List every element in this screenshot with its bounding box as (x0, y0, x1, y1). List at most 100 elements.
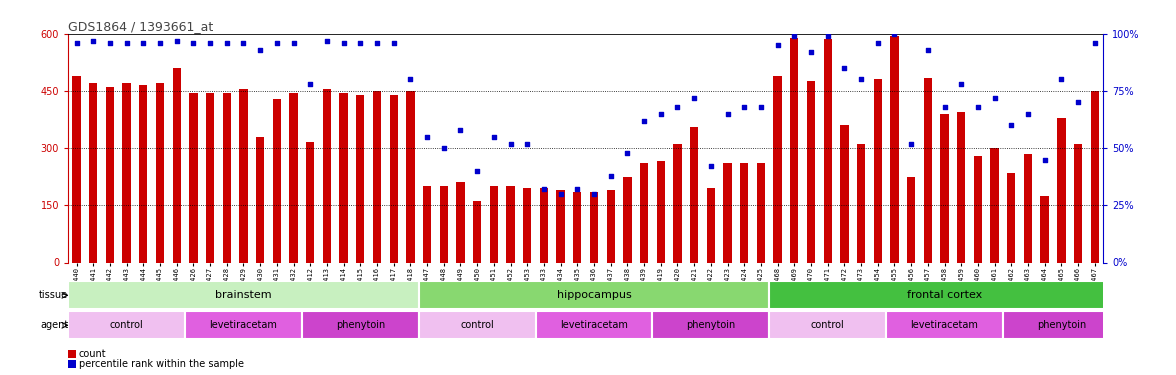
Point (684, 95, 703, 101)
Bar (1024, 154, 1033, 262)
Bar (769, 281, 1120, 309)
Bar (306, 142, 314, 262)
Bar (139, 85, 147, 262)
Point (401, 76, 420, 82)
Bar (273, 99, 281, 262)
Text: brainstem: brainstem (215, 290, 272, 300)
Bar (406, 91, 415, 262)
Point (735, 104, 754, 110)
Point (468, 168, 487, 174)
Point (250, 47, 269, 53)
Point (851, 76, 870, 82)
Bar (356, 95, 365, 262)
Bar (222, 93, 230, 262)
Bar (623, 177, 632, 262)
Text: levetiracetam: levetiracetam (560, 320, 628, 330)
Bar (523, 188, 532, 262)
Point (668, 104, 687, 110)
Point (501, 141, 520, 147)
Bar (690, 127, 699, 262)
Point (485, 134, 503, 140)
Text: phenytoin: phenytoin (335, 320, 385, 330)
Bar (373, 91, 381, 262)
Bar (923, 78, 933, 262)
Point (935, 104, 954, 110)
Bar (857, 144, 866, 262)
Bar (1074, 144, 1082, 262)
Bar (419, 311, 535, 339)
Bar (389, 95, 397, 262)
Point (151, 40, 169, 46)
Point (434, 145, 453, 151)
Bar (556, 190, 564, 262)
Point (218, 40, 236, 46)
Bar (573, 192, 581, 262)
Point (201, 40, 220, 46)
Point (535, 186, 554, 192)
Point (385, 40, 403, 46)
Bar (990, 148, 998, 262)
Point (1018, 111, 1037, 117)
Point (334, 40, 353, 46)
Point (701, 164, 720, 170)
Point (100, 40, 119, 46)
Bar (189, 93, 198, 262)
Point (1035, 156, 1054, 162)
Bar (423, 186, 432, 262)
Bar (840, 125, 849, 262)
Text: percentile rank within the sample: percentile rank within the sample (79, 359, 243, 369)
Point (802, 49, 821, 55)
Bar (1090, 91, 1098, 262)
Bar (473, 201, 481, 262)
Point (1069, 99, 1088, 105)
Bar (1003, 311, 1120, 339)
Text: phenytoin: phenytoin (687, 320, 735, 330)
Bar (419, 281, 769, 309)
Point (118, 40, 136, 46)
Bar (73, 76, 81, 262)
Bar (674, 144, 682, 262)
Point (818, 33, 837, 39)
Bar (489, 186, 497, 262)
Bar (440, 186, 448, 262)
Bar (1057, 118, 1065, 262)
Text: agent: agent (40, 320, 68, 330)
Point (552, 191, 570, 197)
Bar (289, 93, 298, 262)
Bar (640, 164, 648, 262)
Bar (740, 164, 748, 262)
Point (617, 150, 636, 156)
Bar (206, 93, 214, 262)
Bar (823, 39, 831, 262)
Bar (774, 76, 782, 262)
Bar (653, 311, 769, 339)
Bar (957, 112, 965, 262)
Point (886, 31, 904, 37)
Point (985, 95, 1004, 101)
Point (285, 40, 303, 46)
Text: phenytoin: phenytoin (1037, 320, 1085, 330)
Text: levetiracetam: levetiracetam (910, 320, 978, 330)
Bar (68, 311, 185, 339)
Text: levetiracetam: levetiracetam (209, 320, 278, 330)
Bar (89, 83, 98, 262)
Point (1002, 122, 1021, 128)
Bar (239, 89, 248, 262)
Point (318, 38, 336, 44)
Bar (106, 87, 114, 262)
Point (635, 118, 654, 124)
Point (1085, 40, 1104, 46)
Text: GDS1864 / 1393661_at: GDS1864 / 1393661_at (68, 20, 214, 33)
Bar (790, 38, 799, 262)
Point (234, 40, 253, 46)
Point (719, 111, 737, 117)
Bar (256, 136, 265, 262)
Text: control: control (460, 320, 494, 330)
Point (517, 141, 536, 147)
Bar (507, 186, 515, 262)
Text: control: control (810, 320, 844, 330)
Point (868, 40, 887, 46)
Point (601, 172, 620, 178)
Bar (607, 190, 615, 262)
Text: control: control (109, 320, 143, 330)
